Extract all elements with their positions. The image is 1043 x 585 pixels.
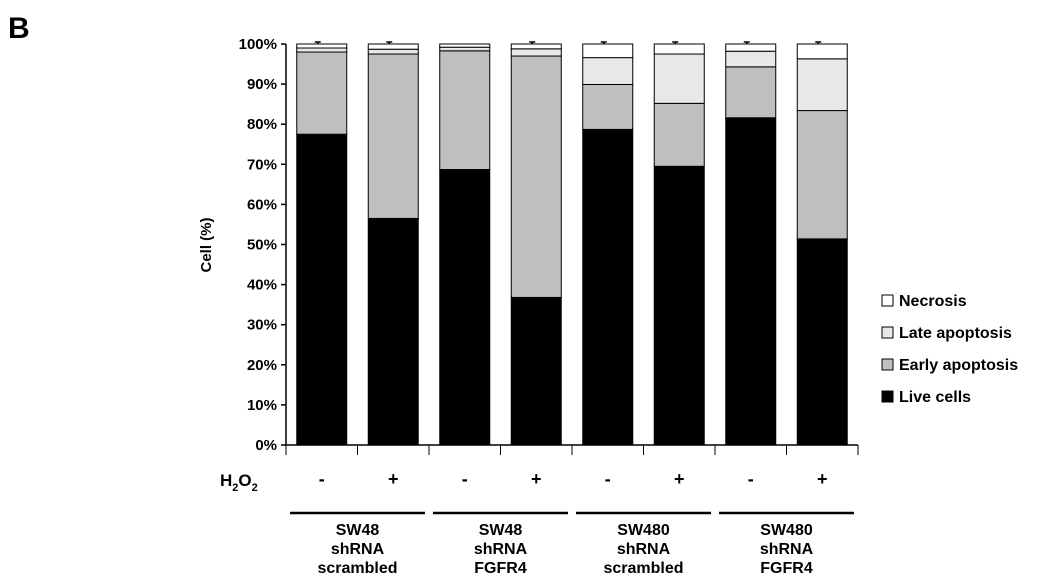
treatment-sign: -: [605, 469, 611, 489]
legend-swatch: [881, 390, 894, 403]
bar-segment-live-cells: [582, 128, 634, 446]
y-tick-label: 20%: [247, 357, 277, 374]
bar-segment-live-cells: [796, 238, 848, 446]
bars: [296, 41, 848, 446]
group-label-line: scrambled: [317, 560, 397, 577]
bar-segment-live-cells: [367, 217, 419, 446]
group-label-line: SW48: [479, 522, 523, 539]
legend-swatch: [881, 294, 894, 307]
bar-segment-live-cells: [296, 133, 348, 446]
bar-segment-late-apoptosis: [725, 50, 777, 68]
legend: Necrosis Late apoptosis Early apoptosis Liv…: [881, 293, 1018, 406]
group-label-line: shRNA: [331, 541, 385, 558]
bar-segment-early-apoptosis: [510, 55, 562, 298]
group-label-line: shRNA: [474, 541, 528, 558]
group-label-line: FGFR4: [474, 560, 527, 577]
group-label-line: SW480: [760, 522, 813, 539]
legend-swatch: [881, 326, 894, 339]
y-tick-label: 60%: [247, 196, 277, 213]
bar-segment-necrosis: [296, 43, 348, 49]
legend-swatch: [881, 358, 894, 371]
bar-segment-late-apoptosis: [367, 48, 419, 55]
bar-segment-early-apoptosis: [725, 66, 777, 119]
y-tick-label: 50%: [247, 237, 277, 254]
bar-segment-early-apoptosis: [796, 110, 848, 240]
y-tick-label: 80%: [247, 116, 277, 133]
bar-segment-necrosis: [439, 43, 491, 48]
bar-segment-necrosis: [796, 43, 848, 60]
bar-segment-late-apoptosis: [510, 48, 562, 57]
bar-segment-live-cells: [653, 165, 705, 446]
y-axis: 0% 10% 20% 30% 40% 50% 60% 70% 80% 90% 100%: [239, 36, 287, 454]
y-axis-label: Cell (%): [198, 217, 215, 272]
legend-label: Necrosis: [899, 293, 967, 310]
bar-segment-live-cells: [439, 169, 491, 446]
bar-segment-necrosis: [510, 43, 562, 50]
bar-segment-live-cells: [725, 117, 777, 446]
y-tick-label: 100%: [239, 36, 277, 53]
bar-segment-early-apoptosis: [367, 53, 419, 219]
panel-label: B: [8, 12, 30, 45]
treatment-sign: +: [817, 469, 828, 489]
y-tick-label: 70%: [247, 156, 277, 173]
bar-segment-live-cells: [510, 296, 562, 446]
bar-segment-necrosis: [725, 43, 777, 52]
treatment-sign: -: [462, 469, 468, 489]
bar-segment-necrosis: [653, 43, 705, 55]
group-label-line: SW480: [617, 522, 670, 539]
y-tick-label: 30%: [247, 317, 277, 334]
bar-segment-early-apoptosis: [653, 102, 705, 167]
bar-segment-necrosis: [367, 43, 419, 50]
legend-label: Late apoptosis: [899, 325, 1012, 342]
group-labels: SW48 shRNA scrambled SW48 shRNA FGFR4 SW480 shR…: [290, 511, 854, 577]
x-axis: [285, 444, 859, 455]
legend-label: Early apoptosis: [899, 357, 1018, 374]
group-label-line: SW48: [336, 522, 380, 539]
legend-label: Live cells: [899, 389, 971, 406]
bar-segment-late-apoptosis: [796, 58, 848, 112]
bar-segment-early-apoptosis: [296, 51, 348, 135]
group-label-line: scrambled: [603, 560, 683, 577]
y-tick-label: 40%: [247, 277, 277, 294]
bar-segment-early-apoptosis: [582, 84, 634, 130]
treatment-sign: +: [388, 469, 399, 489]
y-tick-label: 90%: [247, 76, 277, 93]
bar-segment-late-apoptosis: [582, 57, 634, 86]
group-label-line: shRNA: [760, 541, 814, 558]
group-label-line: shRNA: [617, 541, 671, 558]
treatment-row: H2O2 - + - + - + - +: [220, 469, 828, 494]
bar-segment-necrosis: [582, 43, 634, 59]
treatment-sign: +: [674, 469, 685, 489]
treatment-sign: +: [531, 469, 542, 489]
bar-segment-late-apoptosis: [439, 46, 491, 52]
bar-segment-early-apoptosis: [439, 50, 491, 171]
treatment-sign: -: [319, 469, 325, 489]
y-tick-label: 0%: [255, 437, 277, 454]
treatment-sign: -: [748, 469, 754, 489]
bar-segment-late-apoptosis: [296, 47, 348, 53]
treatment-label: H2O2: [220, 471, 258, 494]
group-label-line: FGFR4: [760, 560, 813, 577]
bar-segment-late-apoptosis: [653, 53, 705, 104]
y-tick-label: 10%: [247, 397, 277, 414]
